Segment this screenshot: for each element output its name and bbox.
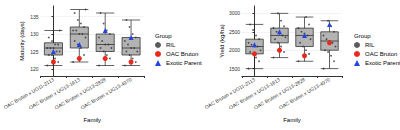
- svg-text:Exotic Parent: Exotic Parent: [166, 60, 202, 66]
- svg-text:Family: Family: [283, 117, 301, 123]
- svg-text:Yield (kg/ha): Yield (kg/ha): [219, 24, 225, 57]
- svg-text:1500: 1500: [229, 66, 240, 72]
- svg-text:2500: 2500: [229, 29, 240, 35]
- svg-text:OAC Bruton x UG13-2828: OAC Bruton x UG13-2828: [53, 76, 107, 111]
- svg-text:135: 135: [30, 14, 39, 20]
- svg-text:OAC Bruton x UG13-1613: OAC Bruton x UG13-1613: [227, 76, 281, 111]
- svg-text:OAC Bruton x UG11-2113: OAC Bruton x UG11-2113: [203, 76, 256, 111]
- svg-text:Group: Group: [155, 33, 172, 39]
- svg-text:OAC Bruton x UG11-2113: OAC Bruton x UG11-2113: [2, 76, 55, 111]
- svg-text:Exotic Parent: Exotic Parent: [365, 60, 400, 66]
- svg-text:OAC Bruton x UG13-4970: OAC Bruton x UG13-4970: [278, 76, 331, 110]
- svg-text:OAC Bruton: OAC Bruton: [365, 51, 397, 57]
- svg-text:OAC Bruton x UG13-4970: OAC Bruton x UG13-4970: [79, 76, 132, 110]
- svg-text:Group: Group: [354, 33, 371, 39]
- svg-text:OAC Bruton x UG13-2828: OAC Bruton x UG13-2828: [252, 76, 306, 111]
- svg-text:Maturity (days): Maturity (days): [19, 21, 25, 61]
- svg-text:125: 125: [30, 49, 39, 55]
- svg-text:OAC Bruton x UG13-1613: OAC Bruton x UG13-1613: [27, 76, 81, 111]
- svg-text:3000: 3000: [229, 10, 240, 16]
- svg-text:2000: 2000: [229, 47, 240, 53]
- svg-text:120: 120: [30, 66, 39, 72]
- svg-text:OAC Bruton: OAC Bruton: [166, 51, 198, 57]
- svg-text:RIL: RIL: [166, 42, 176, 48]
- svg-text:RIL: RIL: [365, 42, 375, 48]
- svg-text:Family: Family: [83, 117, 101, 123]
- svg-text:130: 130: [30, 31, 39, 37]
